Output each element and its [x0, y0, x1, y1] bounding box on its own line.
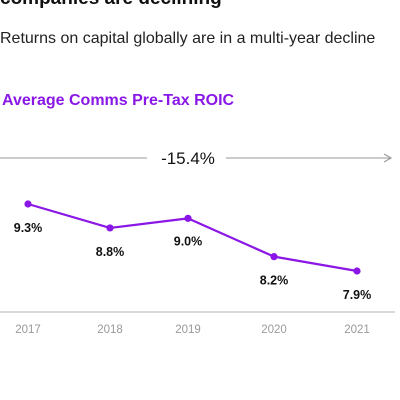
- data-label-2021: 7.9%: [343, 288, 372, 302]
- data-point-2018: [106, 224, 114, 232]
- data-point-2017: [24, 200, 32, 208]
- data-label-2017: 9.3%: [14, 221, 43, 235]
- x-tick-labels: 2017 2018 2019 2020 2021: [15, 324, 370, 336]
- headline: companies are declining: [0, 0, 222, 10]
- data-label-2019: 9.0%: [174, 234, 203, 248]
- x-tick-label-2018: 2018: [97, 324, 123, 336]
- data-point-2021: [353, 267, 361, 275]
- x-tick-label-2019: 2019: [175, 324, 201, 336]
- data-point-2019: [184, 214, 192, 222]
- data-marks: 9.3% 8.8% 9.0% 8.2% 7.9%: [14, 200, 372, 302]
- data-label-2018: 8.8%: [96, 245, 125, 259]
- x-tick-label-2017: 2017: [15, 324, 41, 336]
- change-annotation: -15.4%: [0, 149, 393, 168]
- data-point-2020: [270, 253, 278, 261]
- data-label-2020: 8.2%: [260, 274, 289, 288]
- annotation-percent-change: -15.4%: [161, 149, 215, 168]
- x-tick-label-2021: 2021: [344, 324, 370, 336]
- annotation-arrow-head: [383, 153, 393, 163]
- x-tick-label-2020: 2020: [261, 324, 287, 336]
- subtitle: Returns on capital globally are in a mul…: [0, 30, 376, 47]
- chart-title: Average Comms Pre-Tax ROIC: [2, 92, 235, 109]
